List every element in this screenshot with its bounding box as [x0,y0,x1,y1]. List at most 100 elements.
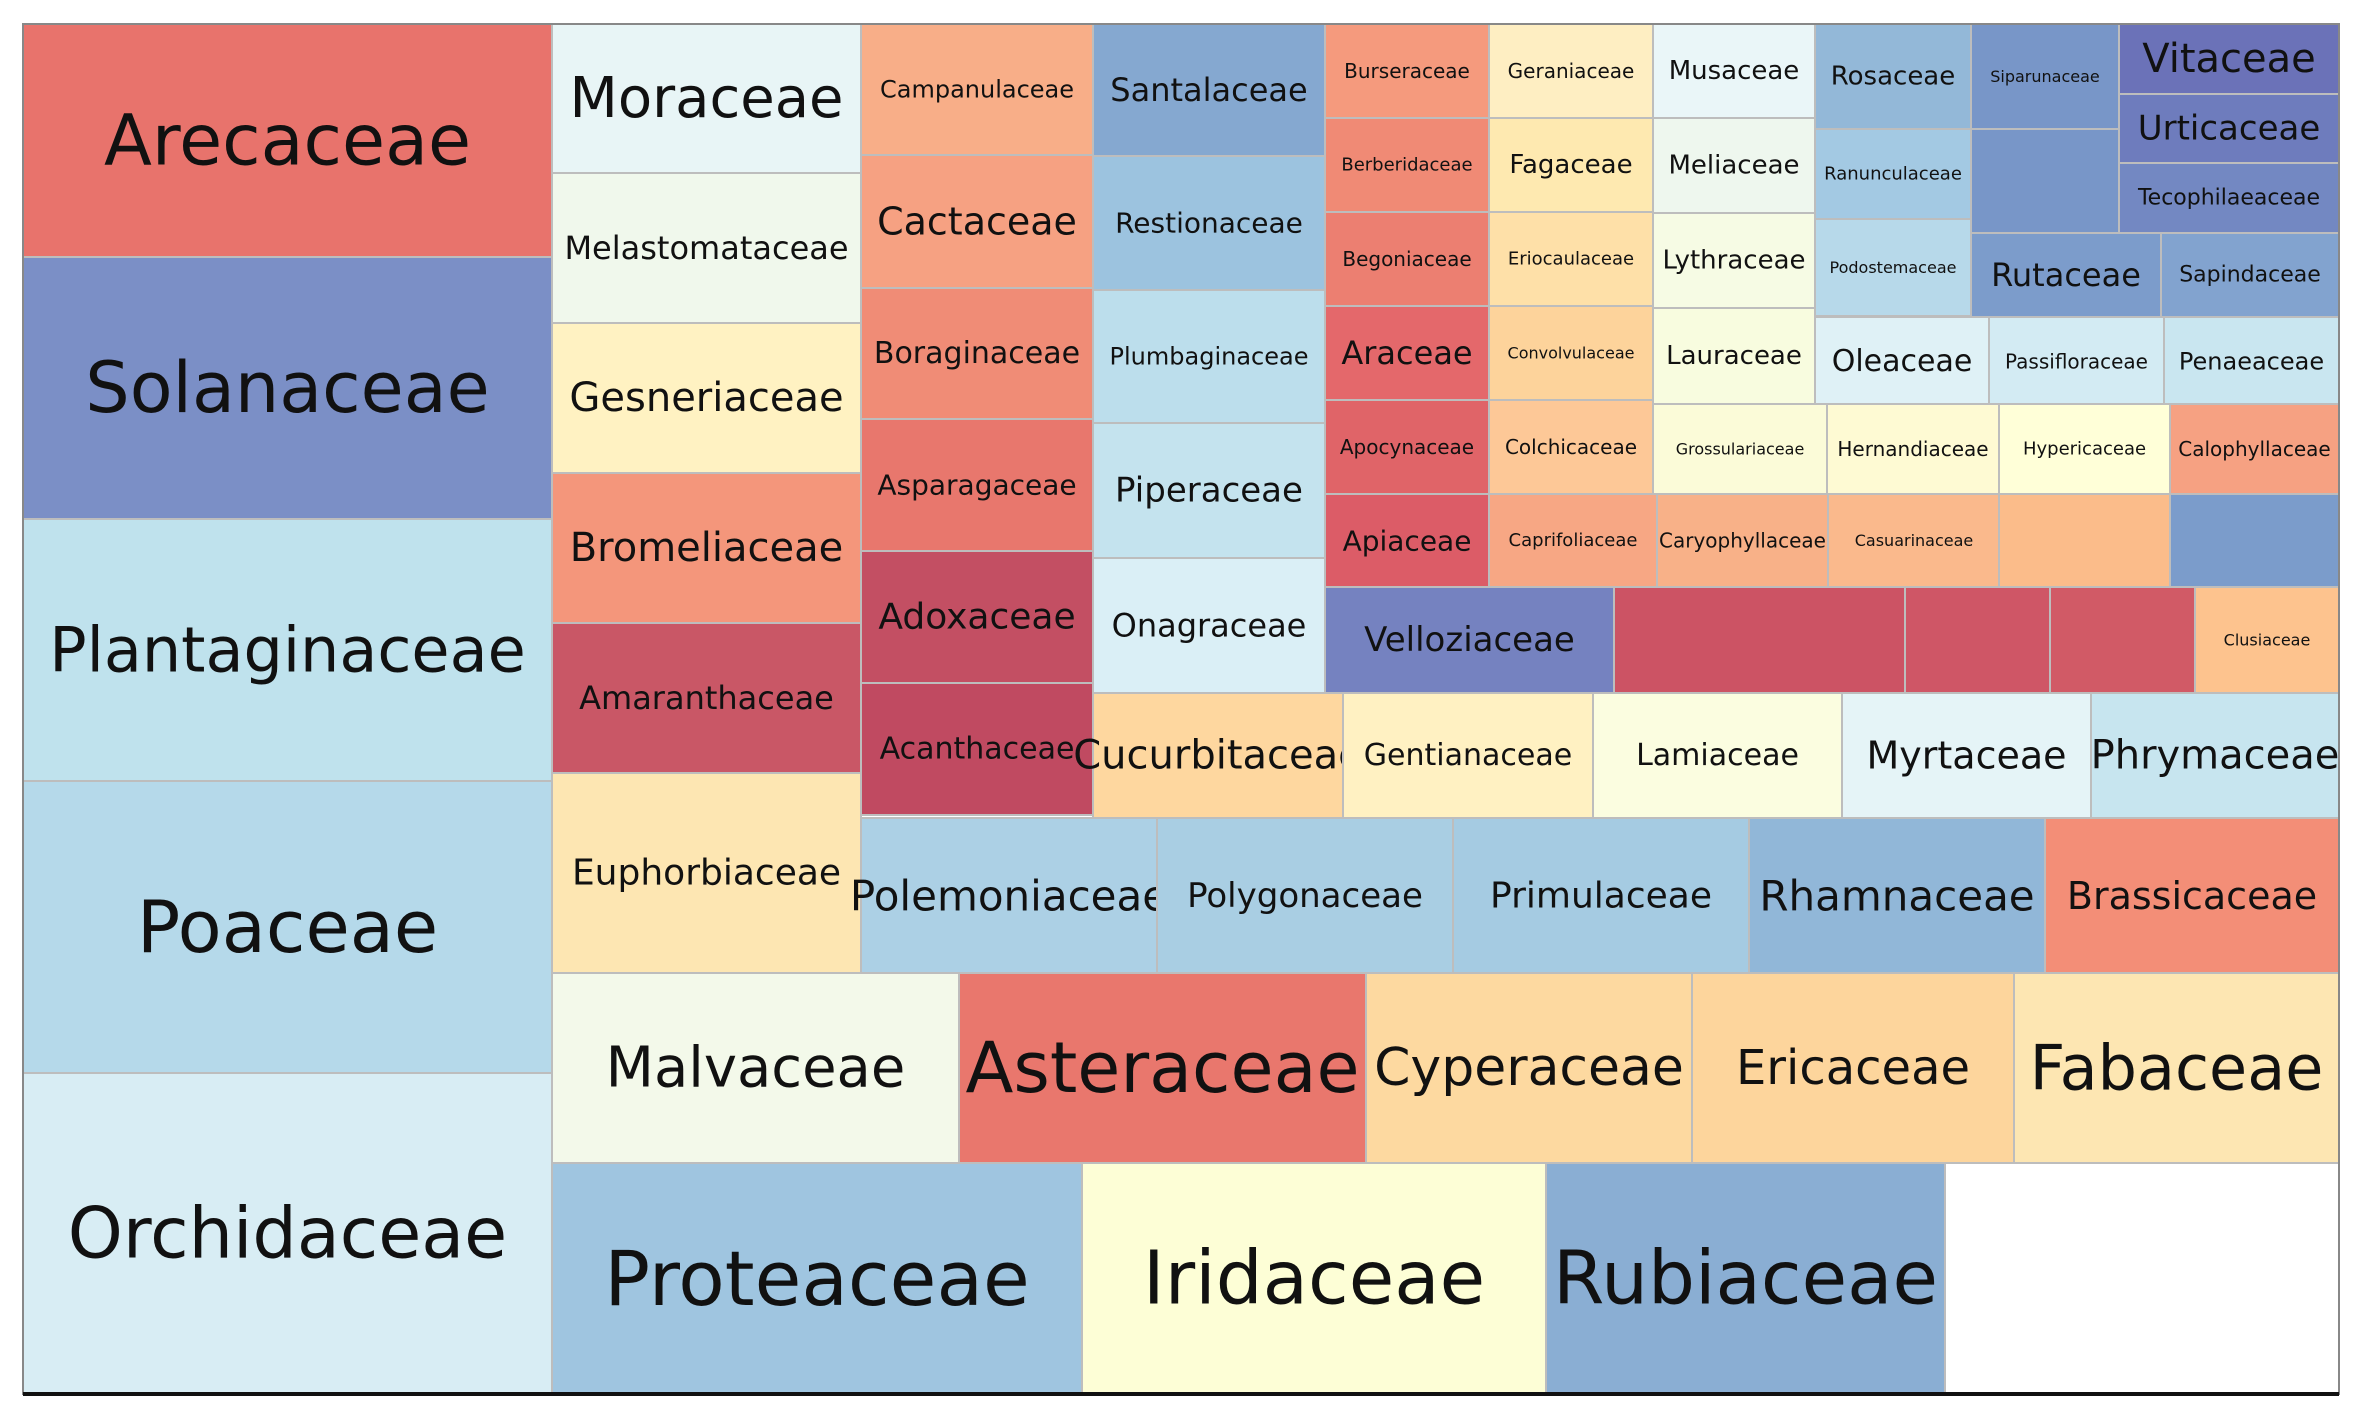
treemap-cell [1814,316,1990,407]
treemap-cell [22,23,553,258]
treemap-cell-label: Ericaceae [1736,1040,1970,1096]
treemap-cell-label: Rhamnaceae [1759,872,2034,921]
treemap-cell-label: Malvaceae [606,1036,906,1101]
treemap-cell-label: Phrymaceae [2091,733,2340,779]
treemap-cell [551,1162,1083,1395]
treemap-cell [22,256,553,520]
treemap-cell-label: Solanaceae [85,347,489,429]
treemap-cell [1488,23,1654,119]
treemap-cell-label: Cactaceae [877,200,1077,244]
treemap-cell-label: Adoxaceae [878,597,1075,638]
treemap-cell [860,287,1094,420]
treemap-cell-label: Melastomataceae [564,229,848,267]
treemap-cell [2013,972,2340,1164]
treemap-cell-label: Gentianaceae [1364,738,1572,773]
treemap-cell-label: Restionaceae [1115,207,1303,240]
treemap-cell [1545,1162,1946,1395]
treemap-cell [1365,972,1693,1164]
treemap-cell [1324,211,1490,307]
treemap-cell [1092,23,1326,157]
treemap-cell-label: Convolvulaceae [1508,344,1635,363]
treemap-cell [551,23,862,174]
treemap-cell-label: Caprifoliaceae [1509,530,1638,551]
treemap-cell-label: Asparagaceae [877,469,1076,502]
treemap-cell [1592,692,1843,819]
treemap-cell-label: Fabaceae [2030,1032,2324,1105]
treemap-cell [551,322,862,474]
treemap-cell-label: Proteaceae [604,1234,1030,1323]
treemap-cell-label: Musaceae [1669,56,1800,86]
treemap-cell-label: Cucurbitaceae [1073,733,1363,779]
treemap-cell [2044,817,2340,975]
treemap-cell-label: Rutaceae [1991,256,2141,294]
treemap-cell [958,972,1367,1164]
treemap-cell-label: Hypericaceae [2023,439,2146,460]
treemap-cell [1092,289,1326,424]
treemap-cell [1652,403,1828,495]
treemap-cells: Arecaceae Solanaceae Plantaginaceae Poaceae… [22,23,2340,1395]
treemap-cell-label: Velloziaceae [1364,620,1575,660]
treemap-cell [1092,557,1326,694]
treemap-cell [2118,23,2340,95]
treemap-cell-label: Geraniaceae [1508,59,1635,83]
treemap-cell-label: Araceae [1341,334,1472,372]
treemap-cell [1814,128,1972,220]
treemap-cell-label: Berberidaceae [1341,155,1472,176]
treemap-cell-label: Oleaceae [1832,344,1973,379]
treemap-cell-label: Calophyllaceae [2178,437,2330,461]
treemap-cell [1652,307,1816,405]
treemap-cell-label: Fagaceae [1509,150,1632,180]
treemap-cell-label: Rubiaceae [1553,1236,1938,1322]
treemap-cell-label: Brassicaceae [2067,874,2317,918]
treemap-cell [22,1072,553,1395]
treemap-cell [1092,692,1344,819]
treemap-cell [1092,422,1326,559]
treemap-cell-label: Polygonaceae [1187,876,1423,916]
treemap-cell-label: Poaceae [137,885,438,969]
treemap-cell-label: Lamiaceae [1636,738,1799,773]
treemap-cell [1656,493,1829,588]
treemap-cell [551,972,960,1164]
treemap-cell [860,23,1094,156]
treemap-cell-label: Onagraceae [1112,607,1307,645]
treemap-cell [860,817,1158,975]
treemap-cell [860,682,1094,816]
treemap-cell-label: Vitaceae [2142,36,2316,82]
treemap-cell [1988,316,2165,407]
treemap-cell-label: Apiaceae [1343,525,1472,558]
treemap-cell-label: Podostemaceae [1830,258,1957,277]
treemap-cell-label: Piperaceae [1115,471,1303,511]
treemap-cell [1613,586,1906,694]
treemap-cell [1324,493,1490,589]
treemap-cell-label: Myrtaceae [1866,734,2066,778]
treemap-cell-label: Clusiaceae [2224,631,2311,650]
treemap-cell-label: Apocynaceae [1340,435,1474,459]
treemap-cell [1081,1162,1547,1395]
treemap-cell-label: Amaranthaceae [579,679,834,717]
treemap-cell-label: Campanulaceae [880,76,1074,104]
treemap-cell [1324,399,1490,495]
treemap-cell-label: Plantaginaceae [49,614,525,687]
treemap-cell [1488,493,1658,588]
treemap-cell-label: Grossulariaceae [1676,440,1805,459]
treemap-cell-label: Boraginaceae [874,336,1080,371]
treemap-cell [22,518,553,782]
treemap-cell [1904,586,2051,694]
treemap-cell [2118,93,2340,164]
treemap-cell-label: Iridaceae [1143,1236,1485,1322]
treemap-cell-label: Lythraceae [1663,246,1806,276]
treemap-cell [860,154,1094,289]
treemap-cell [860,550,1094,684]
treemap-cell-label: Meliaceae [1668,151,1799,181]
treemap-cell-label: Orchidaceae [68,1193,507,1275]
treemap-cell-label: Polemoniaceae [850,872,1168,921]
treemap-cell-label: Siparunaceae [1990,67,2100,86]
treemap-cell [2160,232,2340,318]
treemap-cell [1691,972,2015,1164]
treemap-cell-label: Moraceae [570,66,844,131]
treemap-cell-label: Tecophilaeaceae [2137,186,2320,211]
treemap-cell [1488,211,1654,307]
treemap-cell [1826,403,2000,495]
treemap-cell-label: Ranunculaceae [1824,164,1962,185]
